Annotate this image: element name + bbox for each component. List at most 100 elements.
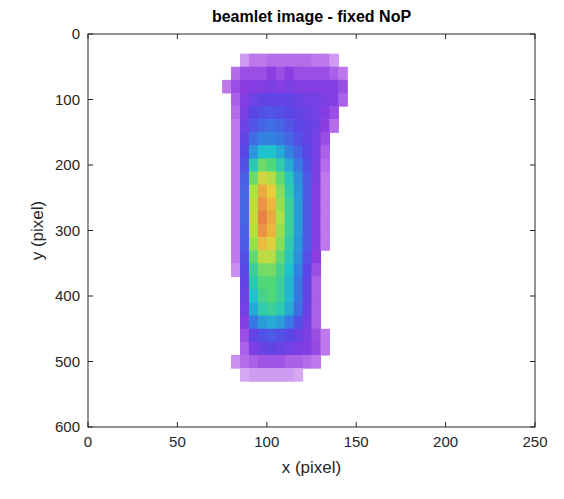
x-tick [177, 422, 178, 427]
cell [258, 172, 268, 186]
cell [303, 329, 313, 343]
cell [320, 132, 330, 146]
cell [285, 276, 295, 290]
cell [249, 67, 259, 81]
cell [249, 303, 259, 317]
cell [285, 250, 295, 264]
cell [294, 93, 304, 107]
cell [267, 263, 277, 277]
cell [267, 54, 277, 68]
cell [285, 132, 295, 146]
cell [258, 185, 268, 199]
cell [231, 172, 241, 186]
cell [258, 329, 268, 343]
cell [312, 93, 322, 107]
cell [267, 106, 277, 120]
cell [240, 355, 250, 369]
cell [231, 198, 241, 212]
cell [312, 158, 322, 172]
cell [303, 303, 313, 317]
cell [249, 276, 259, 290]
cell [303, 237, 313, 251]
cell [285, 158, 295, 172]
cell [267, 329, 277, 343]
cell [312, 119, 322, 133]
cell [285, 224, 295, 238]
cell [294, 224, 304, 238]
cell [320, 172, 330, 186]
cell [276, 316, 286, 330]
title: beamlet image - fixed NoP [212, 8, 411, 25]
plot-area [88, 34, 535, 427]
y-tick [88, 427, 93, 428]
y-tick [530, 99, 535, 100]
cell [240, 132, 250, 146]
cell [276, 172, 286, 186]
cell [240, 185, 250, 199]
cell [320, 211, 330, 225]
cell [231, 263, 241, 277]
cell [294, 80, 304, 94]
cell [303, 80, 313, 94]
cell [276, 276, 286, 290]
cell [294, 145, 304, 159]
x-tick-label: 150 [344, 433, 369, 450]
cell [312, 67, 322, 81]
cell [267, 289, 277, 303]
cell [267, 132, 277, 146]
cell [303, 119, 313, 133]
cell [258, 211, 268, 225]
cell [285, 67, 295, 81]
cell [240, 276, 250, 290]
cell [276, 185, 286, 199]
cell [303, 355, 313, 369]
cell [258, 303, 268, 317]
cell [294, 329, 304, 343]
cell [303, 106, 313, 120]
cell [258, 132, 268, 146]
chart: 0501001502002500100200300400500600beamle… [0, 0, 564, 499]
cell [231, 93, 241, 107]
cell [276, 119, 286, 133]
cell [249, 172, 259, 186]
cell [312, 80, 322, 94]
cell [267, 93, 277, 107]
cell [312, 198, 322, 212]
cell [240, 172, 250, 186]
cell [303, 289, 313, 303]
cell [312, 106, 322, 120]
cell [240, 289, 250, 303]
cell [320, 185, 330, 199]
cell [267, 80, 277, 94]
cell [240, 342, 250, 356]
cell [285, 316, 295, 330]
cell [285, 119, 295, 133]
cell [285, 303, 295, 317]
cell [249, 119, 259, 133]
y-tick [88, 99, 93, 100]
cell [258, 93, 268, 107]
cell [267, 211, 277, 225]
cell [276, 106, 286, 120]
cell [294, 106, 304, 120]
cell [312, 329, 322, 343]
cell [267, 368, 277, 382]
cell [276, 145, 286, 159]
cell [231, 185, 241, 199]
y-tick [530, 230, 535, 231]
cell [320, 93, 330, 107]
cell [258, 342, 268, 356]
cell [249, 224, 259, 238]
cell [240, 303, 250, 317]
cell [249, 106, 259, 120]
cell [249, 132, 259, 146]
cell [303, 250, 313, 264]
cell [312, 185, 322, 199]
cell [276, 263, 286, 277]
cell [303, 185, 313, 199]
cell [320, 158, 330, 172]
cell [240, 329, 250, 343]
cell [240, 263, 250, 277]
cell [249, 54, 259, 68]
cell [320, 329, 330, 343]
